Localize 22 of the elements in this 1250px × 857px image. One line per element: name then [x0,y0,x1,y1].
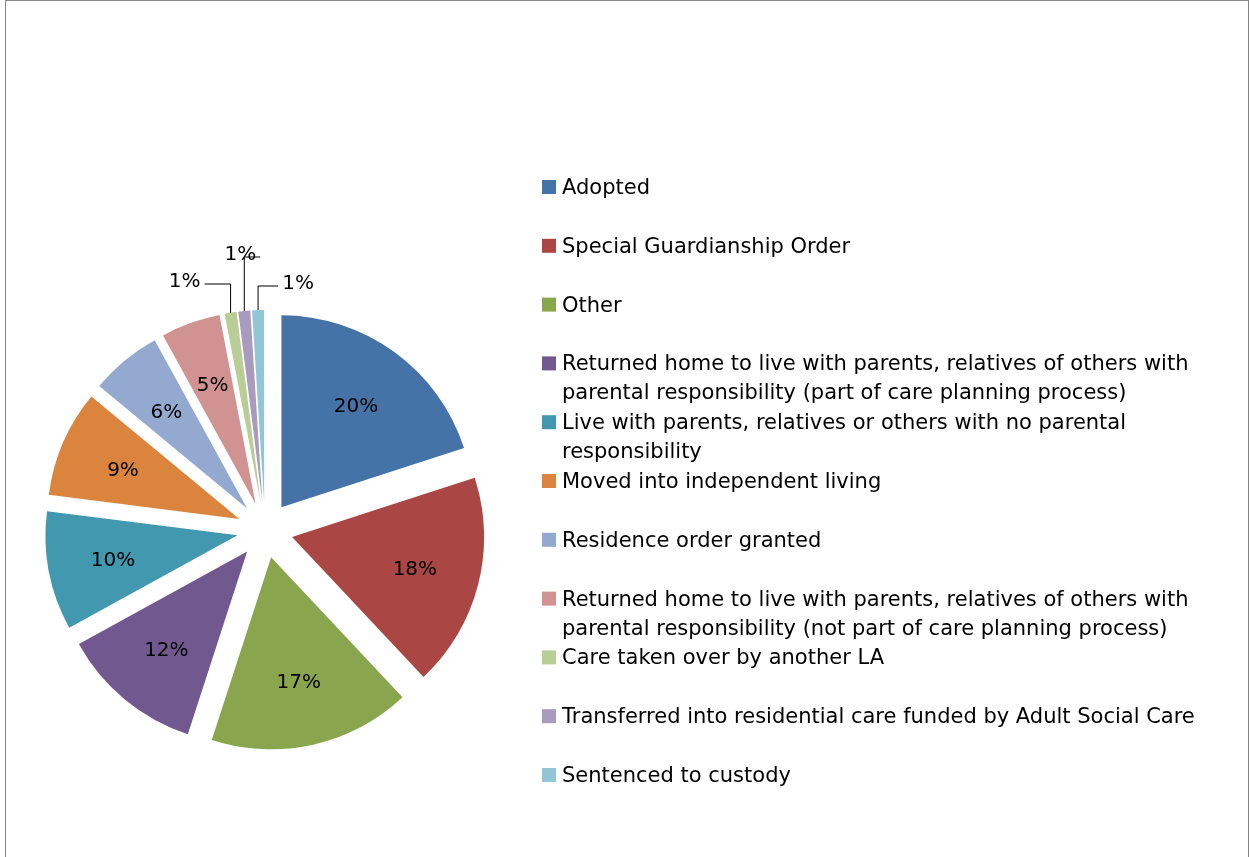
data-label: 20% [333,392,379,417]
legend-label: Live with parents, relatives or others with no parental responsibility [562,410,1127,464]
legend-label: Returned home to live with parents, relatives of others with parental responsibility (not part of care planning process) [562,586,1189,640]
legend-label: Adopted [562,175,650,199]
legend-label: Returned home to live with parents, relatives of others with parental responsibility (part of care planning process) [562,351,1189,405]
legend-label: Residence order granted [562,527,822,552]
data-label: 1% [168,268,201,292]
data-label: 9% [107,456,139,481]
legend-label: Transferred into residential care funded by Adult Social Care [561,704,1195,729]
data-label: 6% [150,398,183,423]
data-label: 5% [196,372,229,397]
data-label: 1% [282,270,314,294]
legend-label: Moved into independent living [562,469,882,493]
legend-label: Special Guardianship Order [562,233,851,258]
data-label: 10% [90,546,136,571]
legend-label: Care taken over by another LA [562,645,885,670]
data-label: 1% [224,241,257,265]
data-label: 17% [276,668,321,693]
legend-label: Other [562,292,622,317]
data-label: 12% [144,637,189,662]
data-label: 18% [392,556,438,581]
legend-label: Sentenced to custody [562,763,791,787]
